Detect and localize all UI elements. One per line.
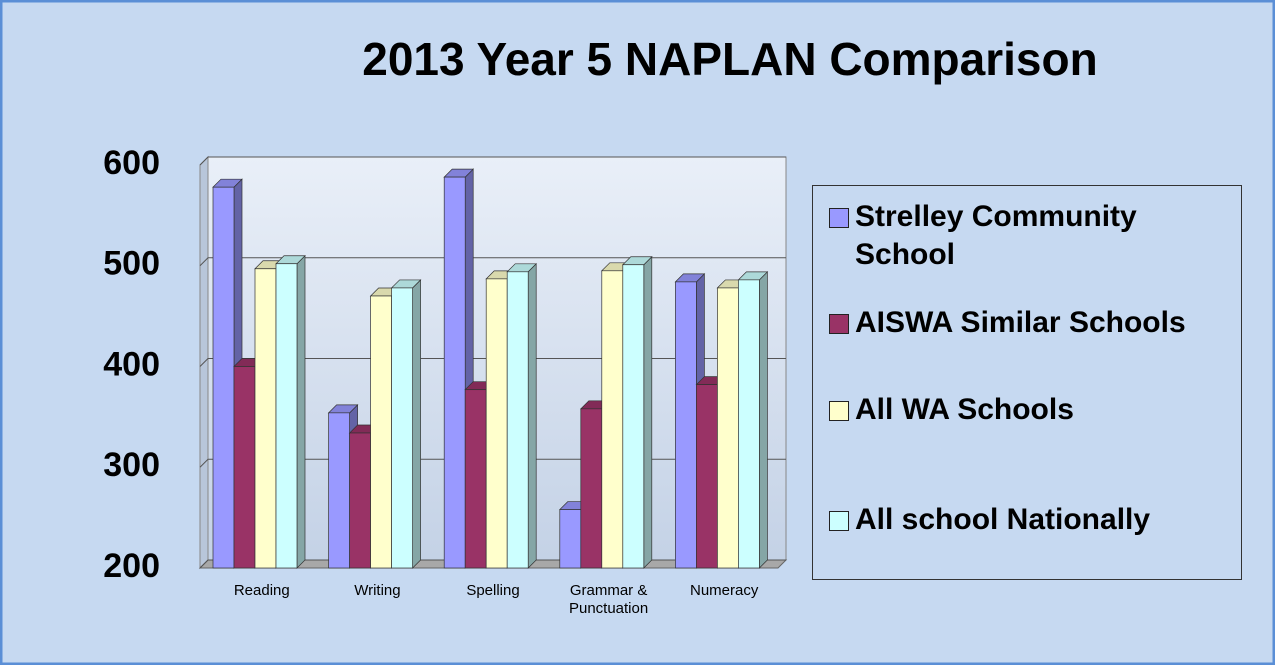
bar	[559, 509, 582, 569]
bar	[275, 263, 298, 569]
bar-side	[759, 271, 768, 569]
bar-side	[527, 262, 537, 569]
x-tick-label: Writing	[354, 582, 401, 599]
legend-label: AISWA Similar Schools	[855, 306, 1186, 339]
legend-swatch	[829, 401, 849, 421]
bar	[349, 432, 371, 569]
bar	[580, 408, 603, 569]
y-tick-label: 500	[103, 245, 160, 283]
bar	[601, 270, 624, 569]
legend-label: All school Nationally	[855, 503, 1151, 536]
y-tick-label: 600	[103, 144, 160, 182]
y-tick-label: 400	[103, 345, 160, 383]
bar	[738, 279, 760, 569]
grid-line	[199, 358, 786, 367]
legend-item: All school Nationally	[829, 501, 1229, 539]
legend-swatch	[829, 511, 849, 531]
legend-swatch	[829, 208, 849, 228]
bar	[391, 287, 413, 569]
bar-side	[412, 279, 421, 569]
bar	[233, 366, 256, 569]
legend-item: AISWA Similar Schools	[829, 304, 1229, 342]
bar	[328, 412, 350, 569]
legend-label: Strelley Community School	[855, 200, 1137, 271]
bar-side	[296, 254, 306, 569]
y-tick-label: 300	[103, 446, 160, 484]
bar	[485, 278, 508, 569]
grid-line	[199, 156, 786, 166]
bar	[717, 287, 739, 569]
legend-swatch	[829, 314, 849, 334]
bar	[212, 186, 235, 569]
bar	[696, 384, 718, 569]
bar-side	[643, 255, 653, 569]
chart-title: 2013 Year 5 NAPLAN Comparison	[362, 33, 1098, 85]
bar	[443, 176, 466, 569]
grid-line	[199, 257, 786, 267]
legend-label: All WA Schools	[855, 393, 1074, 426]
y-tick-label: 200	[103, 547, 160, 585]
bar	[506, 271, 529, 569]
bar	[254, 268, 277, 569]
x-tick-label: Reading	[233, 582, 290, 599]
x-tick-label: Numeracy	[690, 582, 759, 599]
legend-item: All WA Schools	[829, 391, 1229, 429]
legend: Strelley Community School AISWA Similar S…	[812, 185, 1242, 580]
legend-item: Strelley Community School	[829, 198, 1229, 274]
bar	[464, 389, 487, 569]
bar	[675, 281, 697, 569]
bar	[622, 264, 645, 569]
x-tick-label: Spelling	[466, 582, 520, 599]
x-tick-label: Grammar & Punctuation	[568, 582, 649, 617]
bar	[370, 295, 392, 569]
